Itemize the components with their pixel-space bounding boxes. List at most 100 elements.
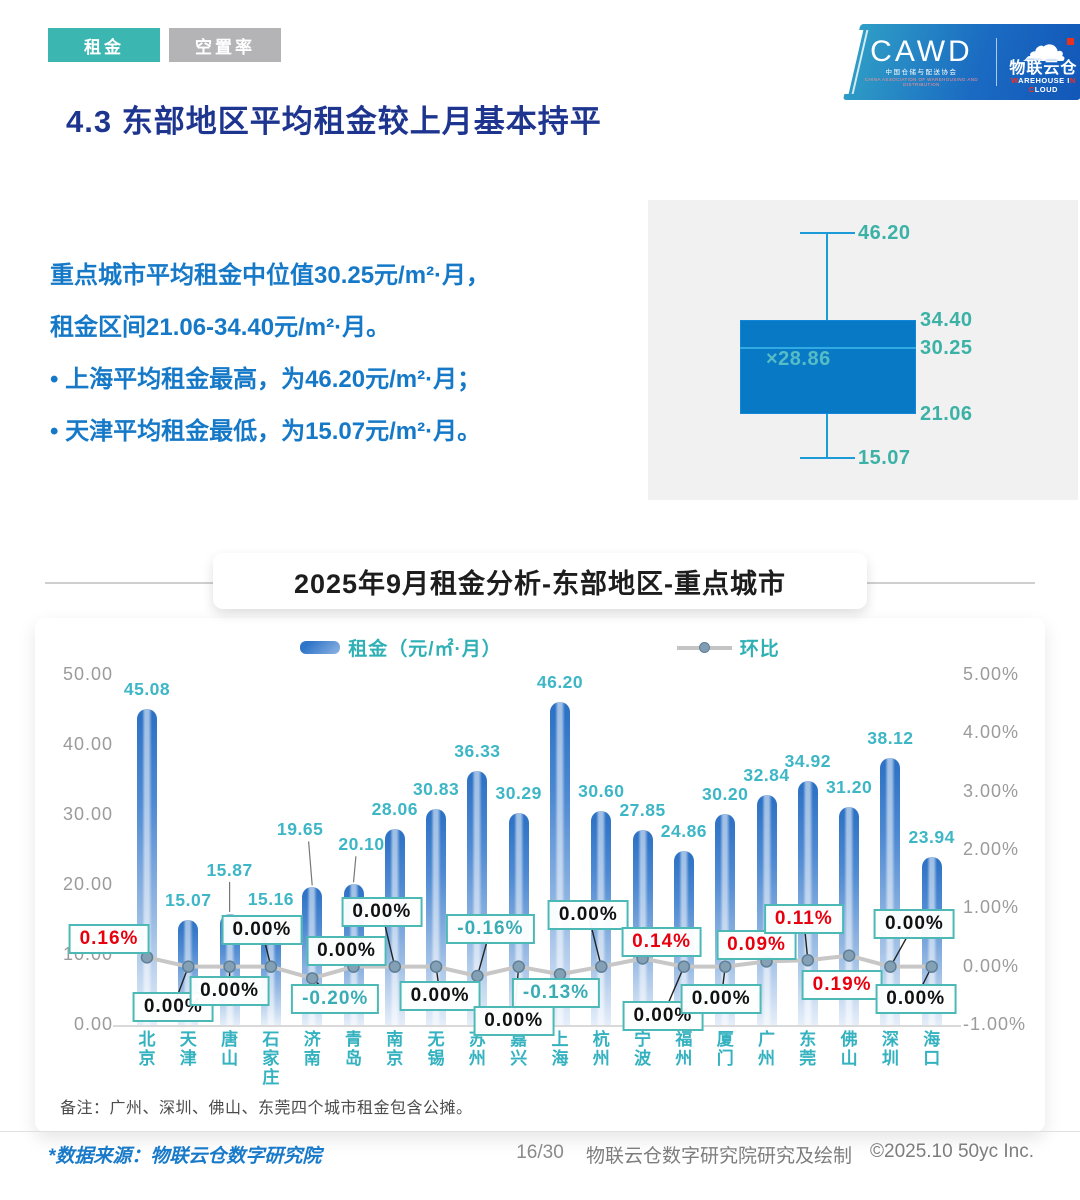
- x-axis-label-char: 州: [592, 1049, 610, 1068]
- mom-line-point: [718, 960, 732, 973]
- footer-page-number: 16/30: [516, 1142, 564, 1163]
- mom-line-point: [677, 960, 691, 973]
- x-axis-label-char: 家: [262, 1049, 280, 1068]
- y-axis-left-tick: 30.00: [62, 804, 113, 824]
- boxplot-median-line: [740, 347, 916, 349]
- bar-value-label: 15.87: [206, 859, 253, 880]
- mom-line-point: [264, 960, 278, 973]
- x-axis-label-深圳: 深圳: [882, 1030, 899, 1068]
- cloud-red-square-decor: [1067, 38, 1074, 45]
- x-axis-label-char: 杭: [592, 1030, 610, 1049]
- bar-value-label: 36.33: [454, 740, 501, 761]
- x-axis-label-char: 圳: [881, 1049, 899, 1068]
- mom-percent-label: 0.16%: [68, 924, 150, 955]
- boxplot-whisker-bottom-line: [826, 414, 828, 458]
- mom-percent-label: 0.00%: [306, 935, 387, 966]
- cawd-logo: CAWD 中国仓储与配送协会 CHINA ASSOCIATION OF WARE…: [857, 36, 986, 88]
- bar-value-label: 31.20: [825, 776, 873, 797]
- tab-vacancy[interactable]: 空置率: [169, 28, 281, 62]
- bar-value-label: 15.07: [165, 889, 212, 910]
- warehouse-in-cloud-logo: ☁ 物联云仓 WAREHOUSE IN CLOUD: [1007, 22, 1080, 94]
- x-axis-label-char: 东: [799, 1030, 817, 1049]
- mom-line-point: [388, 960, 402, 973]
- x-axis-label-海口: 海口: [923, 1030, 940, 1068]
- chart-card: 租金（元/㎡·月） 环比 50.0040.0030.0020.0010.000.…: [35, 618, 1045, 1132]
- boxplot-whisker-top-line: [826, 233, 828, 320]
- x-axis-label-char: 津: [179, 1049, 197, 1068]
- boxplot-whisker-bottom-tick: [800, 457, 855, 459]
- mom-percent-label: 0.00%: [875, 983, 957, 1014]
- x-axis-label-char: 州: [468, 1049, 486, 1068]
- footer-credits: 物联云仓数字研究院研究及绘制 ©2025.10 50yc Inc.: [586, 1141, 1034, 1168]
- y-axis-right-tick: 1.00%: [963, 897, 1020, 918]
- mom-line-series: [146, 953, 932, 981]
- summary-bullet-2: • 天津平均租金最低，为15.07元/m²·月。: [50, 418, 482, 445]
- x-axis-label-char: 厦: [716, 1030, 734, 1049]
- mom-percent-label: 0.00%: [547, 899, 629, 930]
- summary-bullet-1: • 上海平均租金最高，为46.20元/m²·月；: [50, 366, 482, 393]
- mom-percent-label: 0.00%: [399, 980, 481, 1011]
- x-axis-label-上海: 上海: [552, 1030, 569, 1068]
- x-axis-label-char: 兴: [510, 1049, 528, 1068]
- chart-note: 备注：广州、深圳、佛山、东莞四个城市租金包含公摊。: [60, 1100, 473, 1117]
- bar-value-label: 30.60: [578, 780, 625, 801]
- mom-percent-label: 0.00%: [680, 983, 762, 1014]
- mom-percent-label: 0.00%: [221, 914, 303, 945]
- x-axis-label-char: 南: [303, 1049, 321, 1068]
- footer-credit: 物联云仓数字研究院研究及绘制: [585, 1146, 852, 1167]
- x-axis-label-char: 京: [386, 1049, 404, 1068]
- boxplot-median-label: 30.25: [920, 337, 973, 359]
- x-axis-label-唐山: 唐山: [221, 1030, 238, 1068]
- x-axis-label-青岛: 青岛: [345, 1030, 362, 1068]
- x-axis-label-char: 锡: [427, 1049, 445, 1068]
- boxplot-mean-label: ×28.86: [766, 348, 831, 370]
- bar-value-label: 30.20: [702, 783, 749, 804]
- bar-苏州: [467, 770, 488, 1026]
- x-axis-label-char: 石: [262, 1030, 280, 1049]
- y-axis-right-tick: 3.00%: [963, 780, 1020, 801]
- x-axis-label-苏州: 苏州: [469, 1030, 486, 1068]
- bottom-rule: [0, 1131, 1080, 1132]
- x-axis-label-char: 口: [923, 1049, 941, 1068]
- boxplot-panel: 46.20 34.40 30.25 ×28.86 21.06 15.07: [648, 200, 1078, 500]
- x-axis-label-厦门: 厦门: [717, 1030, 734, 1068]
- cloud-logo-subtitle: WAREHOUSE IN CLOUD: [1007, 76, 1080, 94]
- x-axis-label-char: 州: [675, 1049, 693, 1068]
- mom-percent-label: 0.19%: [801, 969, 883, 1000]
- bar-value-label: 38.12: [867, 728, 914, 749]
- x-axis-label-char: 无: [427, 1030, 445, 1049]
- x-axis-label-char: 天: [179, 1030, 197, 1049]
- bar-value-label: 23.94: [908, 827, 955, 848]
- cloud-sub-n: N: [1069, 76, 1076, 85]
- x-axis-label-char: 济: [303, 1030, 321, 1049]
- mom-line-point: [595, 960, 608, 973]
- tab-rent[interactable]: 租金: [48, 28, 160, 62]
- y-axis-right-tick: 2.00%: [963, 838, 1020, 859]
- chart-plot-area: 50.0040.0030.0020.0010.000.005.00%4.00%3…: [35, 618, 1045, 1132]
- x-axis-label-char: 京: [138, 1049, 156, 1068]
- y-axis-right-tick: 4.00%: [963, 722, 1020, 743]
- mom-line-point: [842, 949, 856, 962]
- bar-value-label: 27.85: [619, 800, 666, 821]
- bar-value-label: 20.10: [338, 834, 385, 855]
- mom-percent-label: 0.00%: [473, 1005, 555, 1036]
- chart-title: 2025年9月租金分析-东部地区-重点城市: [213, 553, 867, 609]
- x-axis-label-char: 岛: [345, 1049, 362, 1068]
- summary-text: 重点城市平均租金中位值30.25元/m²·月， 租金区间21.06-34.40元…: [50, 250, 650, 458]
- x-axis-label-char: 庄: [262, 1068, 280, 1087]
- bar-value-label: 34.92: [784, 750, 831, 771]
- cloud-sub-w: W: [1010, 76, 1019, 85]
- x-axis-label-char: 波: [634, 1049, 652, 1068]
- legend-bar-swatch-icon: [300, 641, 341, 654]
- legend-line-swatch-icon: [676, 641, 732, 653]
- legend-rent: 租金（元/㎡·月）: [300, 634, 502, 661]
- legend-mom: 环比: [676, 634, 780, 661]
- x-axis-label-char: 唐: [221, 1030, 239, 1049]
- bar-value-label: 45.08: [123, 679, 171, 700]
- bar-value-label: 30.83: [412, 779, 460, 800]
- x-axis-label-石家庄: 石家庄: [262, 1030, 279, 1087]
- mom-percent-label: -0.20%: [291, 984, 380, 1015]
- mom-percent-label: -0.13%: [511, 978, 601, 1009]
- x-axis-label-char: 上: [551, 1030, 569, 1049]
- cawd-logo-chinese: 中国仓储与配送协会: [885, 68, 958, 76]
